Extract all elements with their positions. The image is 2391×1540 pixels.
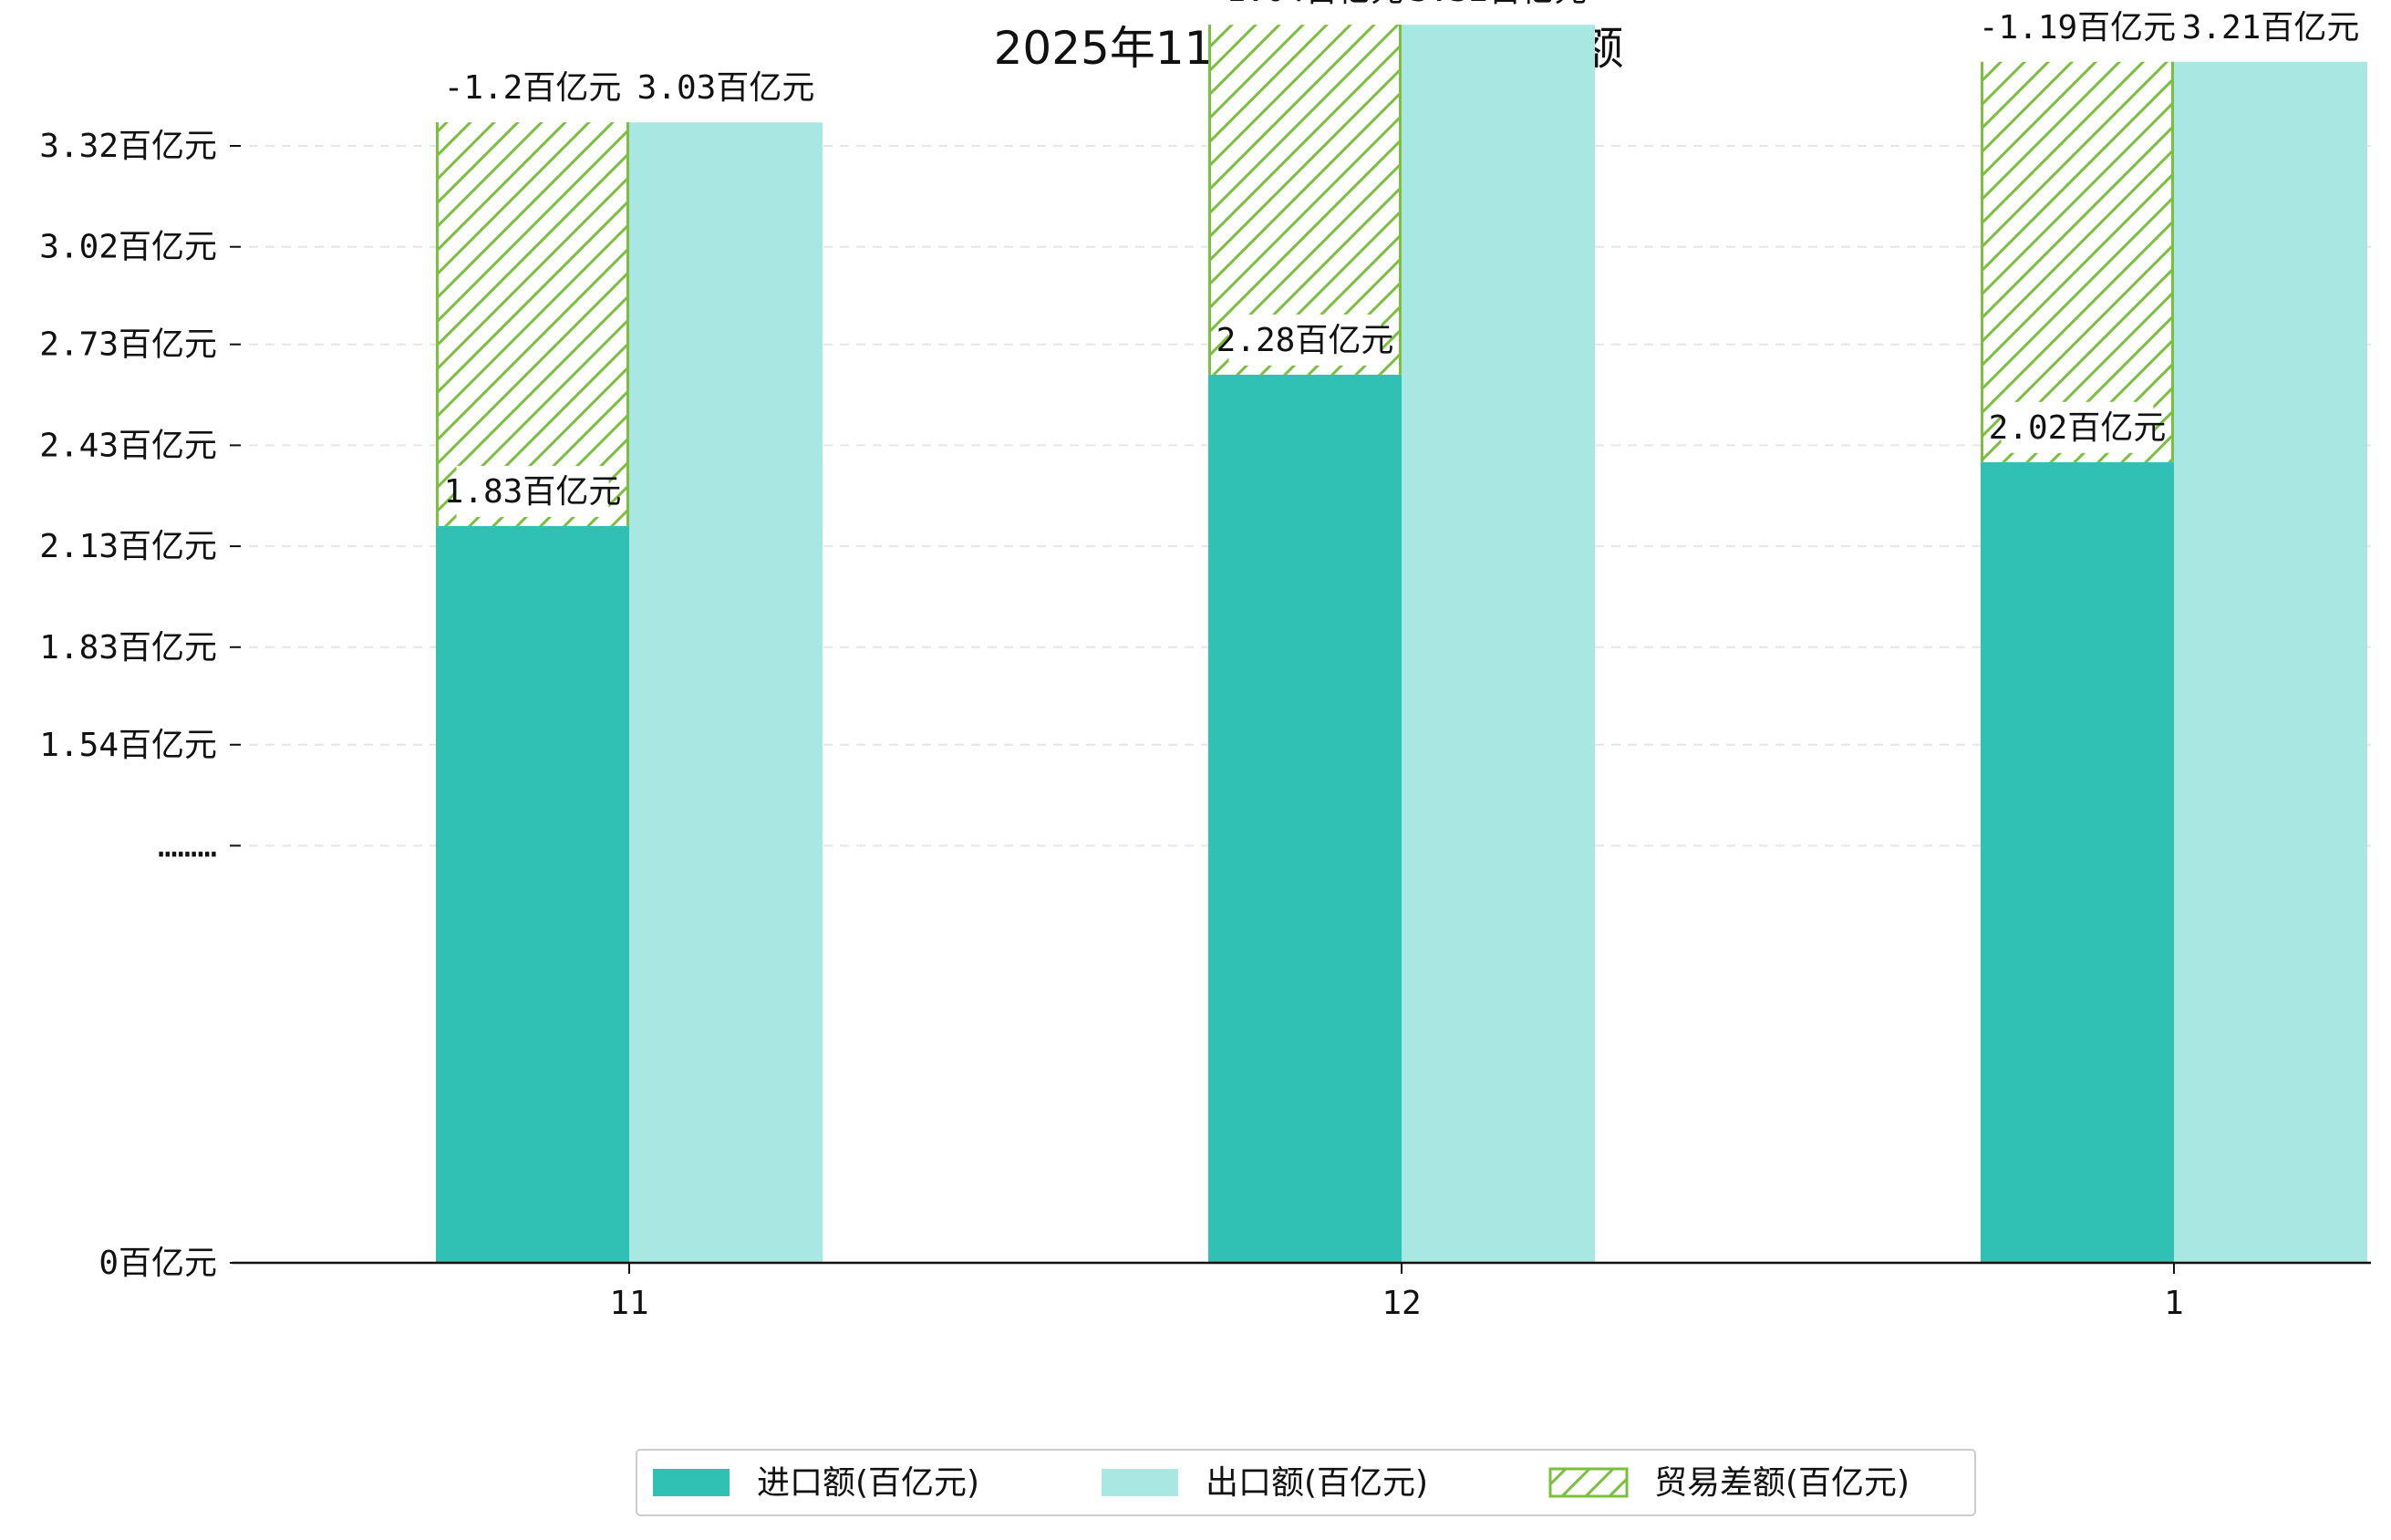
bar-export (2174, 61, 2367, 1264)
bar-export (629, 122, 823, 1264)
bar-trade-balance (436, 122, 629, 526)
bar-export (1402, 25, 1595, 1263)
x-tick-label: 12 (1382, 1285, 1421, 1322)
data-label: -1.2百亿元 (444, 69, 622, 107)
y-tick-label: 1.54百亿元 (39, 727, 217, 764)
data-label: 2.28百亿元 (1216, 322, 1394, 359)
bars-layer (436, 25, 2367, 1264)
y-tick-label: 1.83百亿元 (39, 629, 217, 667)
legend-swatch (1102, 1469, 1178, 1496)
bar-import (1981, 461, 2174, 1263)
data-label-box (1422, 0, 1575, 16)
y-tick-label: 3.32百亿元 (39, 128, 217, 165)
data-labels-layer: 1.83百亿元 3.03百亿元 -1.2百亿元 2.28百亿元 3.32百亿元 -1.04… (444, 0, 2360, 517)
y-tick-label: 2.13百亿元 (39, 528, 217, 565)
data-label-box (2001, 401, 2154, 453)
data-label-box (456, 62, 609, 114)
bar-import (1208, 374, 1402, 1263)
legend-label: 出口额(百亿元) (1206, 1464, 1428, 1502)
data-label: 1.83百亿元 (444, 473, 622, 511)
y-tick-label: ……… (158, 827, 217, 864)
data-label: 3.03百亿元 (637, 69, 815, 107)
axes-layer: 0百亿元 ……… 1.54百亿元 1.83百亿元 2.13百亿元 2.43百亿元 2.73百… (39, 128, 2371, 1322)
bar-trade-balance (1981, 61, 2174, 462)
data-label: 3.21百亿元 (2182, 9, 2360, 47)
legend-label: 进口额(百亿元) (757, 1464, 979, 1502)
x-tick-label: 1 (2164, 1285, 2184, 1322)
data-label-box (1228, 314, 1382, 366)
data-label: 2.02百亿元 (1989, 409, 2167, 447)
data-label-box (2194, 1, 2347, 53)
data-label-box (649, 62, 802, 114)
y-tick-label: 3.02百亿元 (39, 229, 217, 266)
bar-import (436, 525, 629, 1263)
data-label-box (1992, 1, 2162, 53)
legend-swatch (653, 1469, 730, 1496)
data-label-box (456, 465, 609, 517)
y-tick-label: 0百亿元 (98, 1245, 217, 1282)
y-tick-label: 2.73百亿元 (39, 326, 217, 364)
x-tick-label: 11 (609, 1285, 648, 1322)
legend-frame (636, 1449, 1976, 1516)
legend-label: 贸易差额(百亿元) (1654, 1464, 1910, 1502)
legend: 进口额(百亿元) 出口额(百亿元) 贸易差额(百亿元) (636, 1449, 1976, 1516)
data-label: 3.32百亿元 (1410, 0, 1588, 9)
legend-swatch (1548, 1467, 1629, 1498)
data-label-box (1220, 0, 1390, 16)
data-label: -1.04百亿元 (1206, 0, 1403, 9)
y-tick-label: 2.43百亿元 (39, 427, 217, 464)
data-label: -1.19百亿元 (1979, 9, 2176, 47)
